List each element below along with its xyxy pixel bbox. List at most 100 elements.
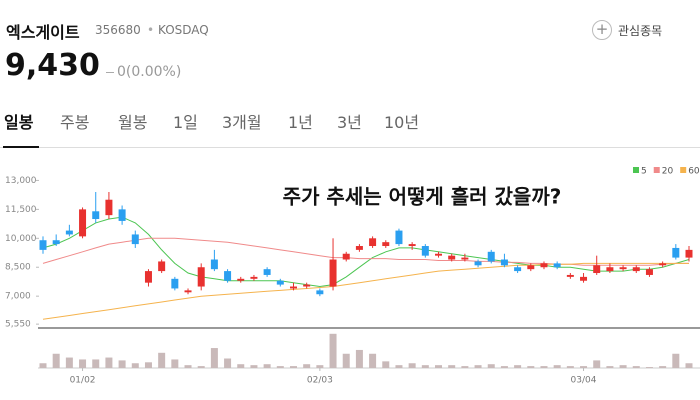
x-tick-label: 02/03 bbox=[307, 376, 333, 386]
volume-bar bbox=[316, 365, 324, 368]
volume-bar bbox=[79, 359, 87, 368]
watch-button[interactable]: 관심종목 bbox=[618, 24, 663, 38]
candle-body bbox=[461, 257, 469, 260]
legend-label: 5 bbox=[641, 167, 647, 177]
y-tick-label: 8,500 bbox=[5, 263, 31, 273]
volume-bar bbox=[329, 333, 337, 368]
volume-bar bbox=[395, 365, 403, 368]
volume-bar bbox=[408, 363, 416, 368]
candle-body bbox=[408, 244, 416, 247]
candle-body bbox=[553, 263, 561, 268]
candle-body bbox=[52, 240, 60, 245]
candle-body bbox=[514, 267, 522, 272]
price: 9,430 bbox=[5, 48, 100, 83]
y-tick-label: 13,000 bbox=[5, 176, 37, 186]
volume-bar bbox=[52, 353, 60, 368]
volume-bar bbox=[144, 362, 152, 368]
legend-swatch bbox=[653, 167, 660, 173]
volume-bar bbox=[289, 366, 297, 368]
volume-bar bbox=[131, 363, 139, 368]
legend-swatch bbox=[680, 167, 687, 173]
volume-bar bbox=[659, 366, 667, 368]
volume-bar bbox=[276, 366, 284, 368]
volume-bar bbox=[303, 364, 311, 368]
volume-bar bbox=[435, 365, 443, 368]
divider bbox=[0, 147, 700, 148]
candle-body bbox=[659, 263, 667, 266]
candle-body bbox=[237, 278, 245, 281]
candle-body bbox=[105, 199, 113, 216]
volume-bar bbox=[474, 365, 482, 368]
tab[interactable]: 일봉 bbox=[4, 113, 34, 132]
x-tick-label: 01/02 bbox=[70, 376, 96, 386]
candle-body bbox=[197, 267, 205, 287]
legend-swatch bbox=[633, 167, 639, 173]
candle-body bbox=[263, 269, 271, 275]
volume-bar bbox=[593, 360, 601, 368]
volume-bar bbox=[606, 366, 614, 368]
candle-body bbox=[118, 209, 126, 221]
volume-bar bbox=[645, 367, 653, 368]
tab[interactable]: 1일 bbox=[173, 113, 198, 132]
volume-bar bbox=[580, 366, 588, 368]
candle-body bbox=[593, 265, 601, 274]
tab[interactable]: 3년 bbox=[337, 113, 362, 132]
candle-body bbox=[566, 274, 574, 277]
candle-body bbox=[685, 249, 693, 258]
candle-body bbox=[580, 276, 588, 281]
volume-bar bbox=[619, 365, 627, 368]
candle-body bbox=[158, 261, 166, 272]
volume-bar bbox=[184, 365, 192, 368]
plus-icon[interactable]: + bbox=[592, 20, 612, 40]
chart-title: 주가 추세는 어떻게 흘러 갔을까? bbox=[283, 185, 562, 209]
volume-bar bbox=[369, 353, 377, 368]
volume-bar bbox=[263, 364, 271, 368]
tab[interactable]: 월봉 bbox=[118, 113, 148, 132]
moving-average-line bbox=[42, 262, 689, 320]
y-tick-label: 5,550 bbox=[5, 320, 31, 330]
candle-body bbox=[171, 278, 179, 289]
candle-body bbox=[474, 261, 482, 266]
candle-body bbox=[250, 276, 258, 279]
y-tick-label: 7,000 bbox=[5, 292, 31, 302]
volume-bar bbox=[500, 366, 508, 368]
candle-body bbox=[382, 242, 390, 247]
volume-bar bbox=[448, 365, 456, 368]
active-tab-underline bbox=[3, 146, 39, 148]
tab[interactable]: 1년 bbox=[288, 113, 313, 132]
tab[interactable]: 10년 bbox=[384, 113, 420, 132]
tab[interactable]: 주봉 bbox=[60, 113, 90, 132]
candle-body bbox=[224, 271, 232, 281]
candle-body bbox=[184, 290, 192, 293]
candle-body bbox=[355, 246, 363, 250]
volume-bar bbox=[421, 365, 429, 368]
candle-body bbox=[276, 280, 284, 285]
candle-body bbox=[329, 259, 337, 287]
market: KOSDAQ bbox=[158, 23, 209, 37]
volume-bar bbox=[224, 358, 232, 368]
candle-body bbox=[131, 234, 139, 245]
candle-body bbox=[65, 230, 73, 235]
moving-average-line bbox=[42, 216, 690, 288]
candle-body bbox=[487, 251, 495, 262]
candle-body bbox=[395, 230, 403, 245]
volume-bar bbox=[65, 357, 73, 368]
candle-body bbox=[619, 267, 627, 270]
candle-body bbox=[369, 238, 377, 247]
volume-bar bbox=[39, 363, 47, 368]
candle-body bbox=[606, 267, 614, 272]
volume-bar bbox=[92, 359, 100, 368]
volume-bar bbox=[237, 364, 245, 368]
y-tick-label: 10,000 bbox=[5, 234, 37, 244]
candle-body bbox=[540, 263, 548, 268]
x-tick-label: 03/04 bbox=[571, 376, 597, 386]
candle-body bbox=[645, 269, 653, 275]
volume-bar bbox=[355, 349, 363, 368]
candle-body bbox=[92, 211, 100, 220]
legend-label: 60 bbox=[688, 167, 700, 177]
volume-bar bbox=[461, 366, 469, 368]
volume-bar bbox=[553, 365, 561, 368]
volume-bar bbox=[527, 366, 535, 368]
tab[interactable]: 3개월 bbox=[222, 113, 262, 132]
